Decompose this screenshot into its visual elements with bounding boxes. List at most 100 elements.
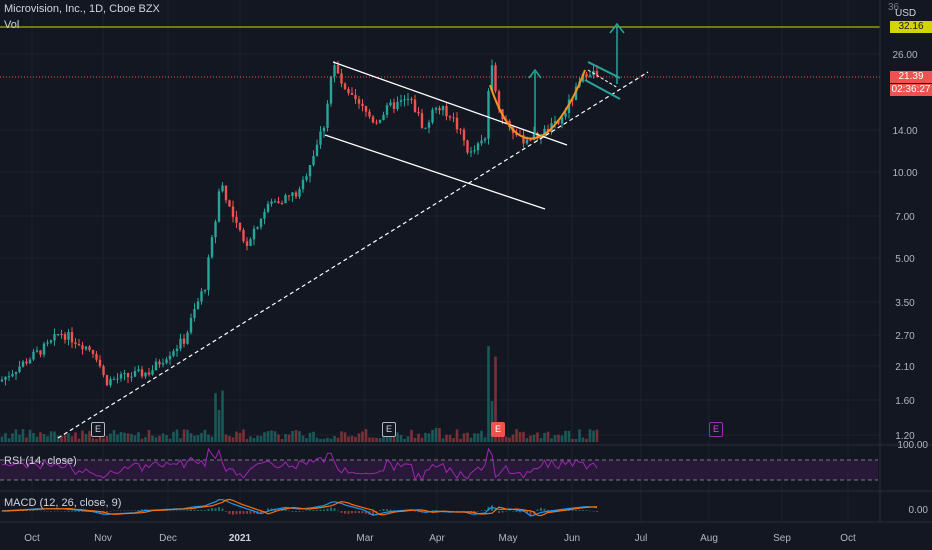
candle-body xyxy=(56,334,60,336)
candle-body xyxy=(483,138,487,141)
candle-body xyxy=(42,343,46,355)
earnings-marker[interactable]: E xyxy=(91,422,105,437)
rsi-band xyxy=(0,460,878,480)
macd-hist-bar xyxy=(106,511,108,513)
volume-bar xyxy=(294,429,298,442)
candle-body xyxy=(420,113,424,128)
volume-bar xyxy=(564,430,567,442)
volume-bar xyxy=(133,435,137,442)
candle-body xyxy=(462,129,466,141)
candle-body xyxy=(378,119,382,123)
volume-bar xyxy=(336,437,340,442)
volume-bar xyxy=(154,437,158,442)
candle-body xyxy=(109,379,112,386)
volume-bar xyxy=(144,437,147,442)
candle-body xyxy=(102,366,105,376)
volume-bar xyxy=(77,438,81,442)
candle-body xyxy=(473,150,476,152)
macd-hist-bar xyxy=(123,510,126,512)
currency-label[interactable]: USD xyxy=(895,8,917,19)
macd-hist-bar xyxy=(179,510,182,512)
macd-hist-bar xyxy=(571,510,574,511)
candle-body xyxy=(238,222,242,231)
candle-body xyxy=(49,340,53,343)
volume-bar xyxy=(595,429,599,442)
macd-hist-bar xyxy=(64,511,66,512)
volume-bar xyxy=(413,437,417,442)
support-trendline xyxy=(57,71,649,439)
volume-bar xyxy=(399,435,403,442)
macd-hist-bar xyxy=(592,511,595,512)
volume-bar xyxy=(39,432,42,442)
macd-hist-bar xyxy=(288,510,290,512)
volume-bar xyxy=(378,438,382,442)
candle-body xyxy=(434,108,438,110)
time-axis[interactable]: Oct Nov Dec 2021 Mar Apr May Jun Jul Aug Sep Oct xyxy=(24,533,856,544)
macd-hist-bar xyxy=(232,511,234,515)
macd-hist-bar xyxy=(585,510,588,511)
candle-body xyxy=(39,350,42,355)
volume-bar xyxy=(508,437,511,442)
volume-bar xyxy=(382,432,385,442)
candle-body xyxy=(11,373,14,377)
price-axis[interactable]: 26.00 14.00 10.00 7.00 5.00 3.50 2.70 2.10 1.60 1… xyxy=(892,50,917,442)
candle-body xyxy=(32,351,35,360)
volume-bar xyxy=(242,429,245,442)
time-tick-label: May xyxy=(499,533,518,544)
candle-body xyxy=(179,338,182,349)
volume-bar xyxy=(581,437,585,442)
candle-body xyxy=(354,94,357,100)
flag-mid-line xyxy=(587,69,619,89)
volume-bar xyxy=(280,438,284,442)
macd-label: MACD (12, 26, close, 9) xyxy=(4,497,122,509)
candle-body xyxy=(326,103,329,128)
volume-bar xyxy=(301,435,305,442)
candle-body xyxy=(312,156,315,166)
macd-hist-bar xyxy=(214,508,217,511)
candle-body xyxy=(147,372,151,375)
candle-body xyxy=(522,135,525,144)
macd-hist-bar xyxy=(225,511,227,512)
macd-hist-bar xyxy=(141,509,143,511)
candle-body xyxy=(340,73,343,84)
candle-body xyxy=(525,139,529,144)
candle-body xyxy=(119,374,123,379)
candle-body xyxy=(210,237,214,258)
volume-bar xyxy=(389,434,392,442)
candle-body xyxy=(347,89,350,94)
volume-bar xyxy=(392,437,396,442)
macd-hist-bar xyxy=(515,511,518,512)
volume-bar xyxy=(224,434,228,442)
volume-bar xyxy=(532,434,536,442)
earnings-marker-upcoming[interactable]: E xyxy=(709,422,723,437)
macd-hist-bar xyxy=(298,511,301,512)
volume-bar xyxy=(553,435,557,442)
macd-hist-bar xyxy=(267,508,269,511)
volume-bar xyxy=(441,438,445,442)
earnings-marker[interactable]: E xyxy=(382,422,396,437)
macd-hist-bar xyxy=(120,510,122,512)
volume-bar xyxy=(350,435,354,442)
candle-body xyxy=(557,121,560,124)
volume-bar xyxy=(403,438,406,442)
macd-hist-bar xyxy=(484,510,486,511)
candle-body xyxy=(350,93,354,95)
volume-bar xyxy=(574,438,578,442)
earnings-marker[interactable]: E xyxy=(491,422,505,437)
volume-bar xyxy=(158,435,161,442)
macd-hist-bar xyxy=(330,507,332,511)
candle-body xyxy=(291,192,294,196)
macd-hist-bar xyxy=(186,510,189,511)
volume-bar xyxy=(462,433,466,442)
macd-hist-bar xyxy=(295,511,297,512)
volume-bar xyxy=(529,435,532,442)
macd-hist-bar xyxy=(372,511,374,516)
volume-bar xyxy=(84,434,88,442)
candle-body xyxy=(259,218,263,228)
macd-hist-bar xyxy=(246,511,248,514)
macd-hist-bar xyxy=(323,509,325,511)
macd-hist-bar xyxy=(305,510,308,511)
volume-bar xyxy=(476,433,480,442)
candles xyxy=(0,59,599,388)
